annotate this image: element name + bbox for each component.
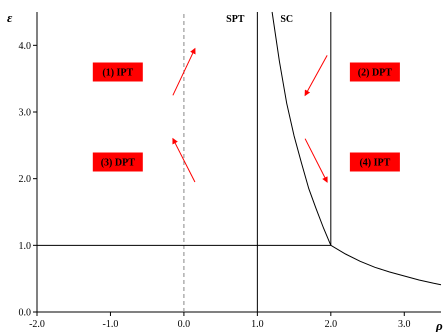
x-tick-label: -1.0 xyxy=(103,319,119,330)
y-tick-label: 1.0 xyxy=(19,241,32,252)
annotation-arrow xyxy=(304,55,328,97)
x-tick-label: -2.0 xyxy=(29,319,45,330)
annotation-arrow xyxy=(172,137,196,183)
x-axis-title: ρ xyxy=(435,318,443,332)
line-label-spt: SPT xyxy=(226,14,245,25)
y-tick-label: 3.0 xyxy=(19,108,32,119)
annotation-box xyxy=(349,62,400,82)
y-axis-title: ε xyxy=(7,10,13,25)
annotation-label: (2) DPT xyxy=(358,68,392,79)
sc-curve xyxy=(271,11,442,286)
x-tick-label: 3.0 xyxy=(398,319,411,330)
annotation-label: (4) IPT xyxy=(359,158,390,169)
annotation-arrow xyxy=(304,138,328,183)
y-tick-label: 2.0 xyxy=(19,174,32,185)
x-tick-label: 0.0 xyxy=(178,319,191,330)
annotation-box xyxy=(92,152,143,172)
annotation-box xyxy=(92,62,143,82)
annotation-label: (1) IPT xyxy=(102,68,133,79)
annotation-arrow xyxy=(172,47,196,96)
line-label-sc: SC xyxy=(280,14,293,25)
x-tick-label: 2.0 xyxy=(325,319,338,330)
annotation-label: (3) DPT xyxy=(101,158,135,169)
y-tick-label: 4.0 xyxy=(19,41,32,52)
y-tick-label: 0.0 xyxy=(19,308,32,319)
x-tick-label: 1.0 xyxy=(251,319,264,330)
annotation-box xyxy=(349,152,400,172)
